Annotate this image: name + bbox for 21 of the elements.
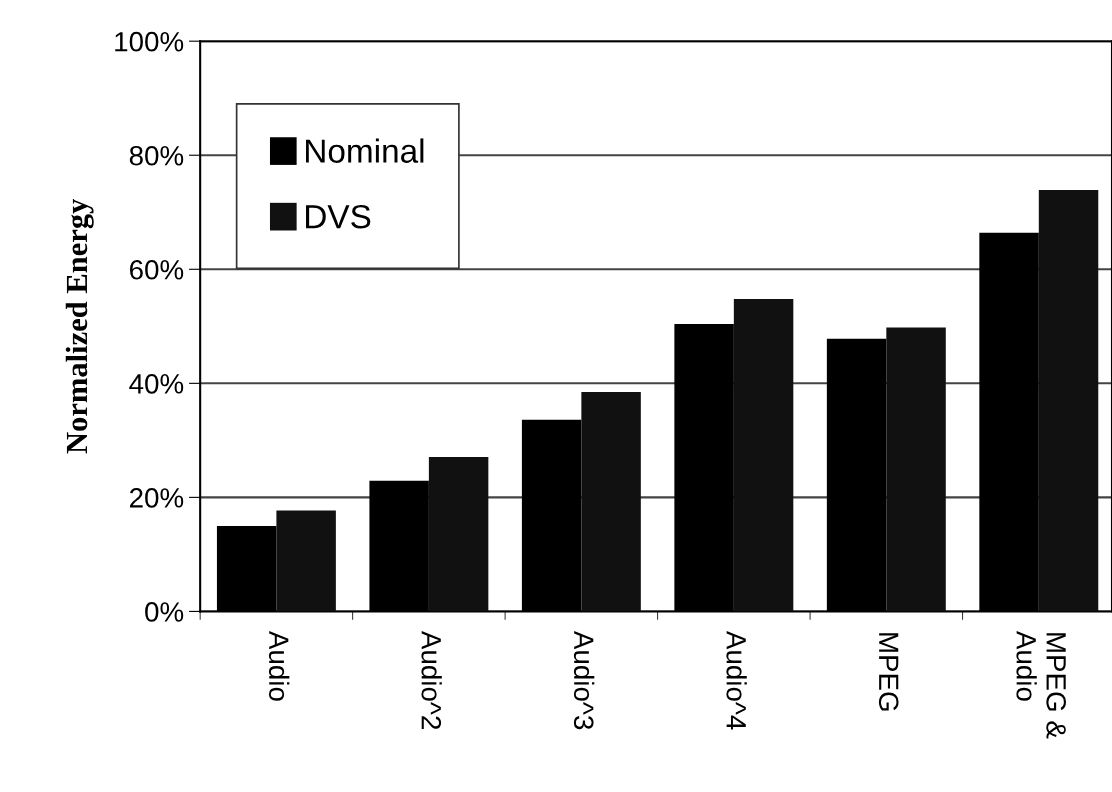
bar [276, 510, 336, 612]
legend-label: Nominal [306, 138, 424, 163]
x-tick-label: Audio^4 [726, 630, 747, 730]
y-tick-label: 20% [129, 488, 184, 508]
bar [428, 456, 489, 612]
x-tick-label: Audio^2 [421, 630, 442, 729]
y-tick-label: 80% [129, 145, 184, 166]
y-tick-label: 0% [145, 602, 184, 622]
x-tick-label: MPEG [878, 633, 899, 711]
y-tick-label: 60% [130, 259, 184, 280]
x-tick-label: Audio^3 [573, 630, 595, 730]
y-tick-label: 100% [115, 31, 184, 52]
bar [581, 391, 641, 612]
bar [1038, 190, 1099, 612]
x-tick-label: Audio [268, 630, 290, 701]
y-axis-title: Normalized Energy [65, 198, 94, 454]
y-tick-label: 40% [129, 374, 184, 394]
legend-label: DVS [306, 204, 371, 229]
x-tick-label: MPEG & Audio [1016, 630, 1066, 739]
bar [886, 327, 946, 612]
bar [733, 298, 794, 612]
